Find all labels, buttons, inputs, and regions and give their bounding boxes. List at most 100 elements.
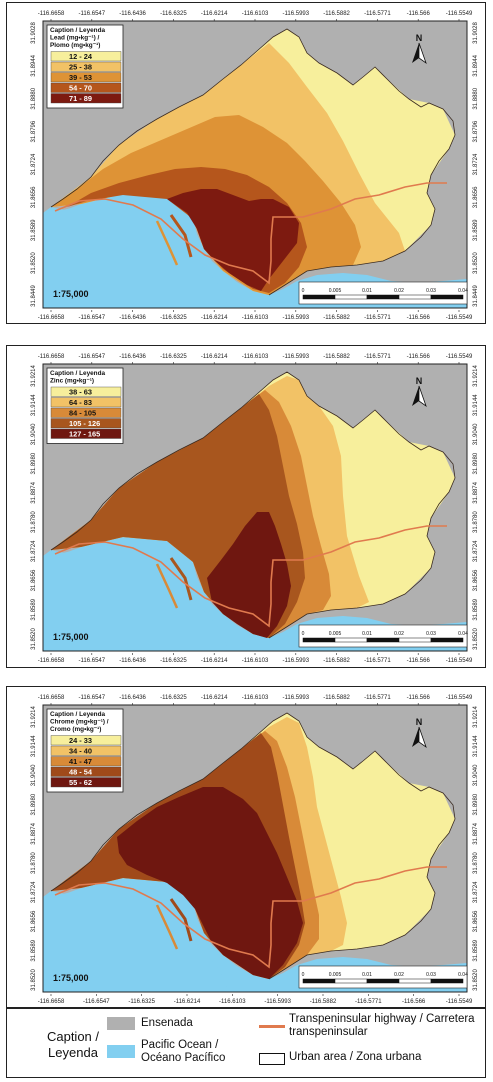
scale-bar-segment xyxy=(366,978,400,984)
highway-label: Transpeninsular highway / Carretera tran… xyxy=(289,1013,475,1038)
longitude-bottom-label: -116.6103 xyxy=(242,315,269,321)
longitude-top-label: -116.5771 xyxy=(364,11,391,17)
caption-class-swatch xyxy=(50,745,122,756)
latitude-right-label: 31.8880 xyxy=(473,87,479,109)
longitude-top-label: -116.6547 xyxy=(79,695,106,701)
latitude-left-label: 31.8724 xyxy=(31,881,37,903)
latitude-right-label: 31.8449 xyxy=(473,285,479,307)
longitude-top-label: -116.6214 xyxy=(201,11,228,17)
longitude-top-label: -116.566 xyxy=(407,11,431,17)
scale-bar-label: 0.02 xyxy=(394,631,404,637)
transpeninsular-highway xyxy=(54,525,447,628)
scale-bar-label: 0 xyxy=(302,288,305,294)
latitude-left-label: 31.8880 xyxy=(31,87,37,109)
longitude-top-label: -116.6547 xyxy=(79,11,106,17)
longitude-bottom-label: -116.5549 xyxy=(446,999,473,1005)
pier xyxy=(155,904,179,950)
north-arrow-icon: N xyxy=(412,717,427,749)
longitude-top-label: -116.5549 xyxy=(446,11,473,17)
longitude-top-label: -116.6325 xyxy=(160,354,187,360)
longitude-top-label: -116.566 xyxy=(407,354,431,360)
caption-class-label: 105 - 126 xyxy=(69,419,100,428)
caption-class-label: 25 - 38 xyxy=(69,63,92,72)
longitude-bottom-label: -116.5771 xyxy=(364,658,391,664)
latitude-right-label: 31.9214 xyxy=(473,365,479,387)
longitude-bottom-label: -116.5771 xyxy=(355,999,382,1005)
ocean-coast-water xyxy=(43,885,229,992)
longitude-top-label: -116.6103 xyxy=(242,695,269,701)
latitude-right-label: 31.8874 xyxy=(473,481,479,503)
longitude-bottom-label: -116.5993 xyxy=(283,315,310,321)
latitude-right-label: 31.8796 xyxy=(473,120,479,142)
latitude-right-label: 31.9214 xyxy=(473,706,479,728)
ensenada-label: Ensenada xyxy=(141,1017,193,1029)
latitude-left-label: 31.8589 xyxy=(31,939,37,961)
ocean-label: Pacific Ocean / Océano Pacífico xyxy=(141,1039,226,1064)
caption-class-swatch xyxy=(50,93,122,104)
latitude-left-label: 31.8780 xyxy=(31,852,37,874)
longitude-top-label: -116.6436 xyxy=(119,695,146,701)
longitude-bottom-label: -116.566 xyxy=(407,315,431,321)
scale-bar-segment xyxy=(430,294,464,300)
latitude-left-label: 31.9144 xyxy=(31,394,37,416)
scale-bar-box xyxy=(298,281,468,305)
longitude-bottom-label: -116.6103 xyxy=(219,999,246,1005)
north-arrow-icon: N xyxy=(412,376,427,408)
longitude-top-label: -116.6103 xyxy=(242,11,269,17)
latitude-left-label: 31.8980 xyxy=(31,793,37,815)
longitude-bottom-label: -116.6436 xyxy=(119,658,146,664)
latitude-left-label: 31.8874 xyxy=(31,822,37,844)
caption-class-swatch xyxy=(50,82,122,93)
caption-title-line: Plomo (mg•kg⁻¹) xyxy=(50,42,100,49)
caption-class-swatch xyxy=(50,51,122,62)
ensenada-swatch xyxy=(107,1017,135,1030)
longitude-bottom-label: -116.5882 xyxy=(323,658,350,664)
scale-bar: 0 0.005 0.01 0.02 0.03 0.04 xyxy=(298,281,468,305)
pier xyxy=(155,563,179,609)
transpeninsular-highway xyxy=(54,866,447,969)
latitude-left-label: 31.9040 xyxy=(31,423,37,445)
scale-bar-label: 0.03 xyxy=(426,288,436,294)
ocean-swatch xyxy=(107,1045,135,1058)
scale-ratio: 1:75,000 xyxy=(53,632,89,642)
scale-bar: 0 0.005 0.01 0.02 0.03 0.04 xyxy=(298,624,468,648)
north-arrow-right xyxy=(418,42,427,65)
caption-class-label: 71 - 89 xyxy=(69,94,92,103)
longitude-bottom-label: -116.5771 xyxy=(364,315,391,321)
latitude-right-label: 31.8520 xyxy=(473,969,479,991)
latitude-right-label: 31.8656 xyxy=(473,569,479,591)
longitude-bottom-label: -116.6325 xyxy=(128,999,155,1005)
map-panel-zinc: -116.6658 -116.6547 -116.6436 -116.6325 -116… xyxy=(6,345,486,668)
longitude-top-label: -116.5771 xyxy=(364,695,391,701)
ocean-coast-water xyxy=(43,544,229,651)
map-panel-chrome: -116.6658 -116.6547 -116.6436 -116.6325 -116… xyxy=(6,686,486,1008)
map-area-chrome: -116.6658 -116.6547 -116.6436 -116.6325 -116… xyxy=(31,695,479,1005)
scale-bar-segment xyxy=(430,637,464,643)
legend-title: Caption / Leyenda xyxy=(46,1029,100,1060)
latitude-right-label: 31.8724 xyxy=(473,153,479,175)
latitude-left-label: 31.8780 xyxy=(31,511,37,533)
longitude-top-label: -116.6658 xyxy=(38,11,65,17)
scale-bar-label: 0.03 xyxy=(426,972,436,978)
caption-title-line: Caption / Leyenda xyxy=(50,711,105,718)
latitude-right-label: 31.8780 xyxy=(473,852,479,874)
caption-class-label: 24 - 33 xyxy=(69,736,92,745)
scale-bar-segment xyxy=(366,637,400,643)
north-label: N xyxy=(416,717,423,727)
latitude-right-label: 31.8520 xyxy=(473,628,479,650)
caption-class-swatch xyxy=(50,418,122,429)
scale-bar-segment xyxy=(302,637,336,643)
scale-ratio: 1:75,000 xyxy=(53,289,89,299)
latitude-left-label: 31.8980 xyxy=(31,452,37,474)
caption-class-label: 38 - 63 xyxy=(69,388,92,397)
caption-class-label: 54 - 70 xyxy=(69,84,92,93)
longitude-top-label: -116.6214 xyxy=(201,354,228,360)
map-panel-lead: -116.6658 -116.6547 -116.6436 -116.6325 -116… xyxy=(6,2,486,324)
scale-bar-label: 0.005 xyxy=(329,631,342,637)
longitude-top-label: -116.566 xyxy=(407,695,431,701)
latitude-left-label: 31.8520 xyxy=(31,252,37,274)
longitude-top-label: -116.6436 xyxy=(119,354,146,360)
